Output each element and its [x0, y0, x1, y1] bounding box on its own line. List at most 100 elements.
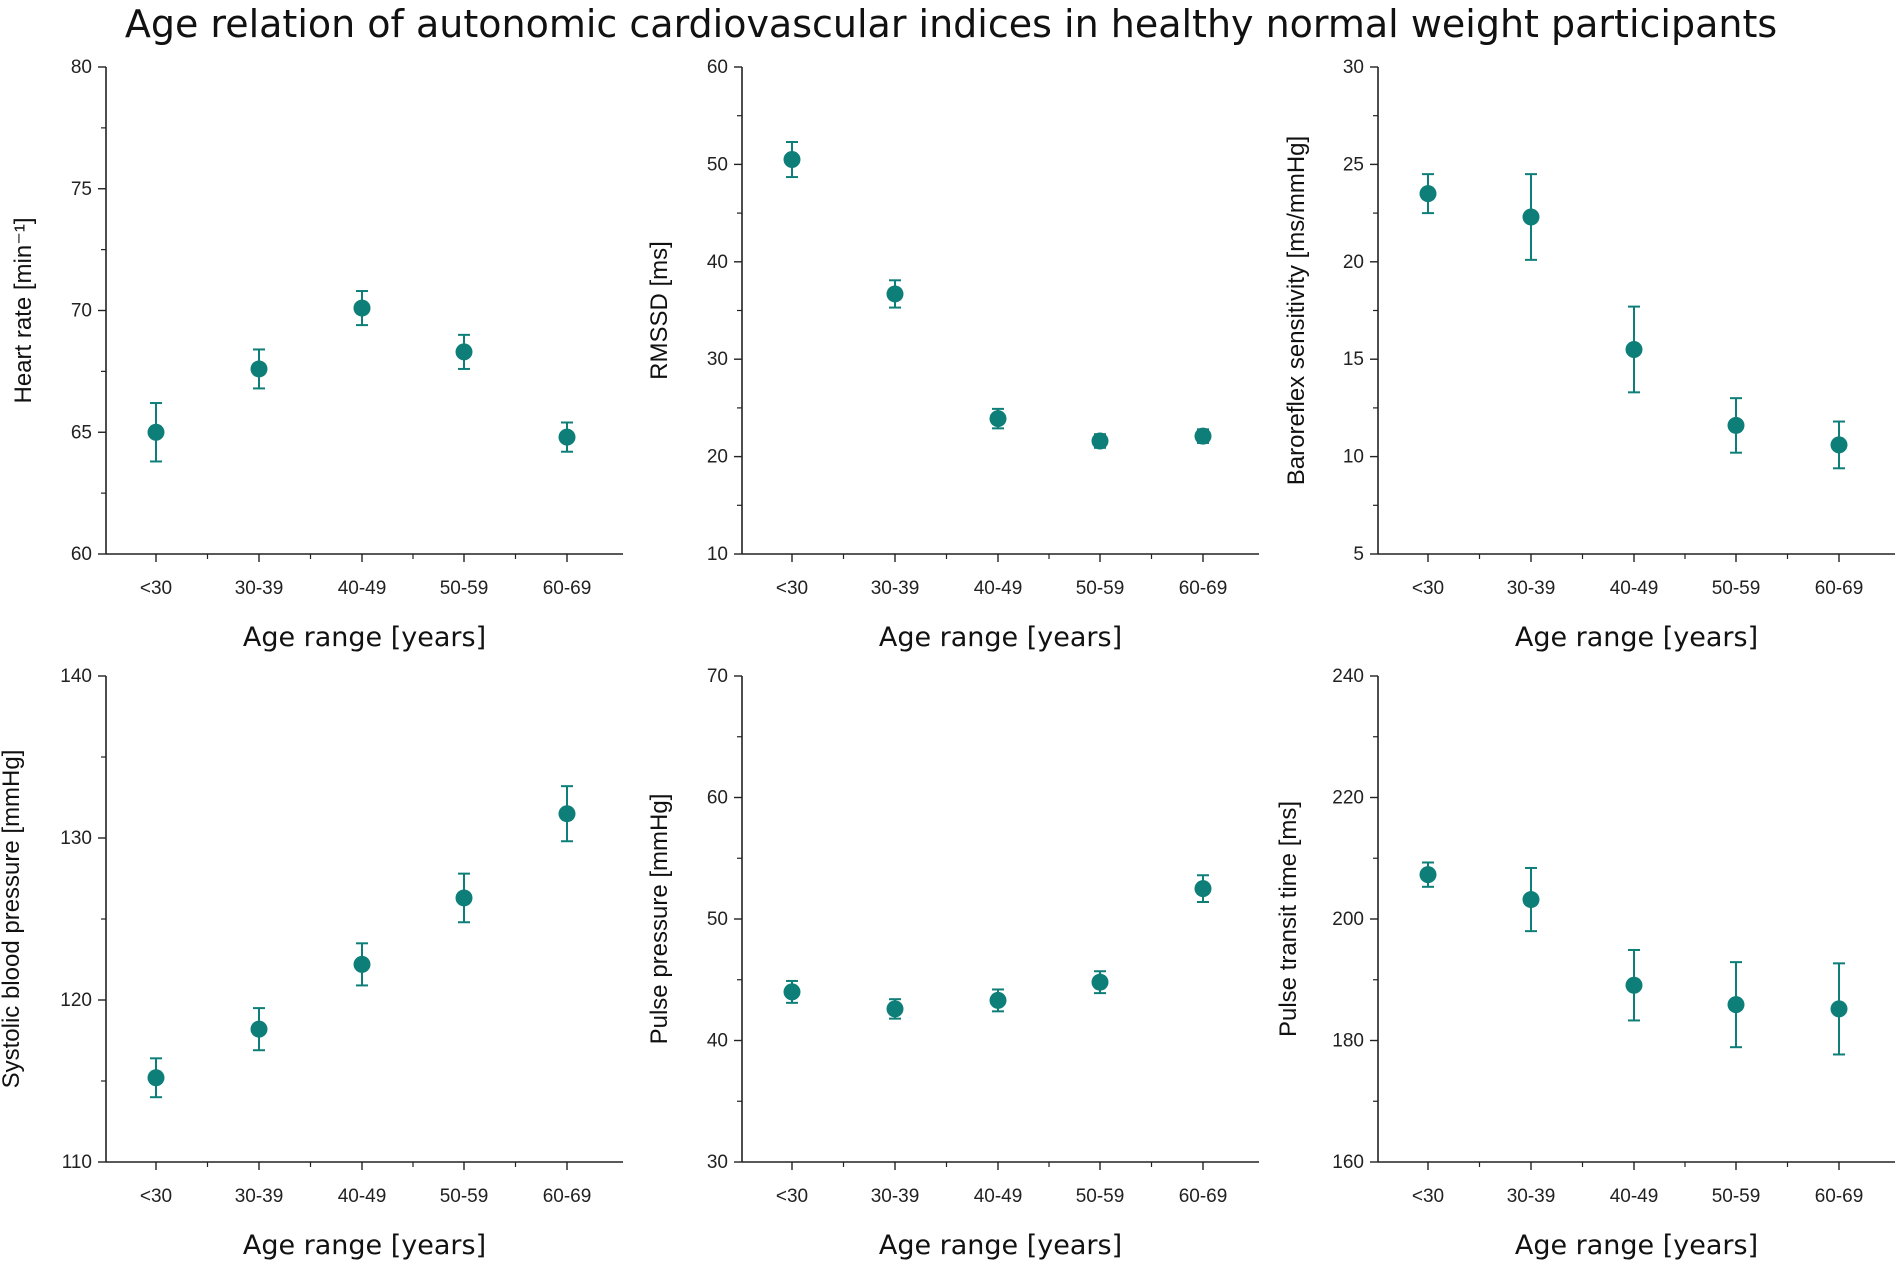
y-tick-label: 180 [1332, 1031, 1364, 1052]
x-tick-label: 50-59 [1076, 578, 1125, 599]
y-tick-label: 30 [707, 349, 728, 370]
x-tick-label: 30-39 [1507, 578, 1556, 599]
data-point [558, 805, 576, 823]
x-axis-label: Age range [years] [243, 622, 486, 653]
data-point [783, 983, 801, 1001]
y-tick-label: 50 [707, 154, 728, 175]
y-tick-label: 15 [1343, 349, 1364, 370]
data-point [1091, 973, 1109, 991]
data-point [1091, 432, 1109, 450]
x-tick-label: 40-49 [338, 578, 387, 599]
x-tick-label: 50-59 [1076, 1186, 1125, 1207]
data-point [886, 1000, 904, 1018]
x-tick-label: 60-69 [1815, 578, 1864, 599]
x-tick-label: 40-49 [338, 1186, 387, 1207]
data-point [1830, 436, 1848, 454]
x-axis-label: Age range [years] [879, 1230, 1122, 1261]
data-point [455, 889, 473, 907]
data-point [353, 955, 371, 973]
y-tick-label: 80 [71, 57, 92, 78]
y-tick-label: 20 [707, 447, 728, 468]
y-tick-label: 5 [1353, 544, 1364, 565]
y-tick-label: 110 [62, 1152, 92, 1173]
data-point [1419, 866, 1437, 884]
data-point [1727, 996, 1745, 1014]
data-point [1625, 976, 1643, 994]
data-point [1830, 1000, 1848, 1018]
chart-panel-5: 30 40 50 60 70 <30 30-39 40-49 50-59 60-69 Age ran… [646, 666, 1259, 1261]
data-point [1522, 208, 1540, 226]
y-axis-label: Pulse transit time [ms] [1275, 801, 1302, 1037]
x-tick-label: <30 [776, 1186, 808, 1207]
y-axis-label: RMSSD [ms] [646, 241, 673, 380]
x-tick-label: 60-69 [1815, 1186, 1864, 1207]
y-axis-label: Heart rate [min⁻¹] [10, 217, 37, 403]
x-tick-label: 60-69 [543, 1186, 592, 1207]
y-tick-label: 10 [1343, 447, 1364, 468]
x-axis-label: Age range [years] [1515, 1230, 1758, 1261]
x-tick-label: <30 [1412, 1186, 1444, 1207]
x-tick-label: 30-39 [235, 1186, 284, 1207]
x-tick-label: <30 [140, 578, 172, 599]
data-point [250, 360, 268, 378]
x-tick-label: 30-39 [871, 1186, 920, 1207]
data-point [1194, 427, 1212, 445]
y-tick-label: 70 [71, 301, 92, 322]
x-tick-label: 30-39 [1507, 1186, 1556, 1207]
data-point [1522, 891, 1540, 909]
data-point [1419, 185, 1437, 203]
y-tick-label: 40 [707, 252, 728, 273]
y-tick-label: 30 [1343, 57, 1364, 78]
y-tick-label: 25 [1343, 154, 1364, 175]
x-axis-label: Age range [years] [1515, 622, 1758, 653]
y-tick-label: 60 [71, 544, 92, 565]
data-point [353, 299, 371, 317]
y-tick-label: 240 [1332, 666, 1364, 687]
data-point [455, 343, 473, 361]
y-tick-label: 10 [707, 544, 728, 565]
data-point [558, 428, 576, 446]
data-point [1727, 416, 1745, 434]
x-tick-label: 40-49 [974, 1186, 1023, 1207]
x-tick-label: <30 [776, 578, 808, 599]
data-point [989, 410, 1007, 428]
data-point [783, 151, 801, 169]
y-tick-label: 70 [707, 666, 728, 687]
y-tick-label: 50 [707, 909, 728, 930]
y-axis-label: Pulse pressure [mmHg] [646, 794, 673, 1045]
chart-panel-3: 5 10 15 20 25 30 <30 30-39 40-49 50-59 60-69 Age ra… [1283, 57, 1895, 653]
data-point [886, 285, 904, 303]
x-tick-label: 40-49 [1610, 1186, 1659, 1207]
x-tick-label: <30 [140, 1186, 172, 1207]
x-tick-label: 50-59 [440, 578, 489, 599]
y-tick-label: 200 [1332, 909, 1364, 930]
x-tick-label: 30-39 [235, 578, 284, 599]
x-tick-label: 50-59 [440, 1186, 489, 1207]
y-tick-label: 220 [1332, 788, 1364, 809]
y-axis-label: Systolic blood pressure [mmHg] [0, 750, 25, 1089]
x-axis-label: Age range [years] [879, 622, 1122, 653]
y-tick-label: 65 [71, 422, 92, 443]
chart-panel-2: 10 20 30 40 50 60 <30 30-39 40-49 50-59 60-69 Age r… [646, 57, 1259, 653]
data-point [147, 423, 165, 441]
y-tick-label: 40 [707, 1031, 728, 1052]
data-point [147, 1069, 165, 1087]
y-tick-label: 75 [71, 179, 92, 200]
data-point [1194, 880, 1212, 898]
x-tick-label: 40-49 [1610, 578, 1659, 599]
y-tick-label: 20 [1343, 252, 1364, 273]
x-tick-label: 30-39 [871, 578, 920, 599]
figure-title: Age relation of autonomic cardiovascular… [124, 2, 1778, 46]
x-tick-label: 60-69 [1179, 578, 1228, 599]
y-tick-label: 140 [60, 666, 92, 687]
x-axis-label: Age range [years] [243, 1230, 486, 1261]
x-tick-label: 50-59 [1712, 578, 1761, 599]
data-point [989, 991, 1007, 1009]
x-tick-label: 60-69 [1179, 1186, 1228, 1207]
y-tick-label: 60 [707, 57, 728, 78]
x-tick-label: <30 [1412, 578, 1444, 599]
y-tick-label: 130 [60, 828, 92, 849]
y-tick-label: 30 [707, 1152, 728, 1173]
data-point [250, 1020, 268, 1038]
